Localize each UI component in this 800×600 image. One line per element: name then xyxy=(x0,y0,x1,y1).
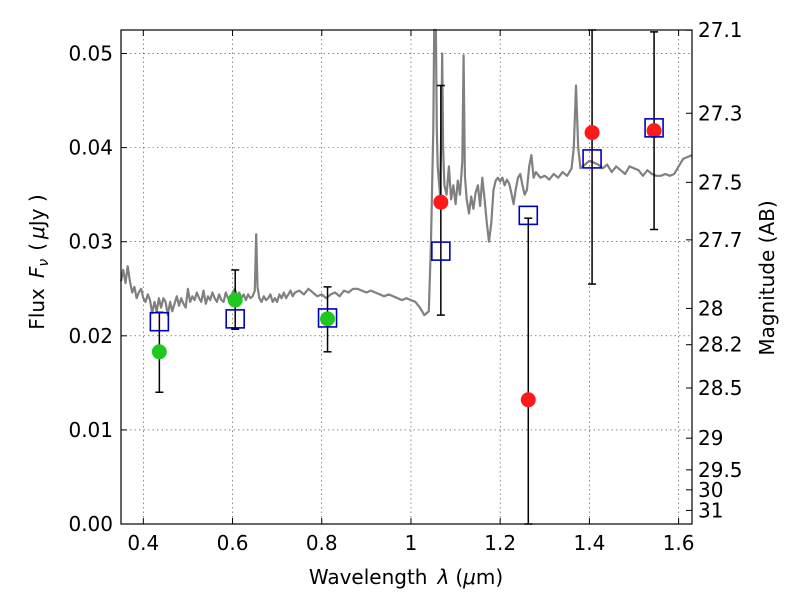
y2-tick-label: 27.5 xyxy=(698,170,743,194)
x-tick-label: 0.6 xyxy=(217,531,249,555)
x-tick-label: 0.8 xyxy=(306,531,338,555)
y2-tick-label: 28.2 xyxy=(698,333,743,357)
y2-tick-label: 31 xyxy=(698,498,723,522)
y-tick-label: 0.01 xyxy=(68,418,113,442)
y2-tick-label: 27.7 xyxy=(698,228,743,252)
y-tick-label: 0.04 xyxy=(68,136,113,160)
y-tick-label: 0.03 xyxy=(68,230,113,254)
y2-tick-label: 29.5 xyxy=(698,458,743,482)
x-tick-label: 1.6 xyxy=(663,531,695,555)
data-point-red xyxy=(584,125,600,141)
x-tick-label: 1 xyxy=(405,531,418,555)
data-point-red xyxy=(646,123,662,139)
model-square xyxy=(149,311,170,332)
spectrum-line xyxy=(119,28,693,317)
data-point-green xyxy=(151,344,167,360)
error-bar xyxy=(524,217,533,525)
model-square xyxy=(225,309,245,329)
data-point-green xyxy=(227,292,243,308)
series-layer xyxy=(119,28,693,525)
plot-frame xyxy=(120,29,693,525)
y2-tick-label: 27.1 xyxy=(698,18,743,42)
y2-tick-label: 28.5 xyxy=(698,376,743,400)
y2-tick-label: 27.3 xyxy=(698,101,743,125)
y-axis-label: FluxFν(μJy ) xyxy=(25,194,52,329)
model-square xyxy=(518,205,539,226)
y-tick-label: 0.02 xyxy=(68,324,113,348)
data-point-red xyxy=(433,194,449,210)
x-tick-label: 0.4 xyxy=(127,531,159,555)
x-axis-label: Wavelength λ (μm) xyxy=(309,565,503,589)
model-square xyxy=(317,308,338,328)
y2-tick-label: 30 xyxy=(698,478,723,502)
tick-layer: 0.4 0.6 0.8 1 1.2 1.4 1.6 0.00 0.01 0.02 0.03 0.04 0… xyxy=(68,18,742,555)
data-point-red xyxy=(520,392,536,408)
model-square xyxy=(644,118,664,138)
y-tick-label: 0.05 xyxy=(68,42,113,66)
model-square xyxy=(582,149,602,169)
model-square xyxy=(431,241,451,261)
grid-layer xyxy=(121,30,692,525)
y2-tick-label: 28 xyxy=(698,296,723,320)
data-point-green xyxy=(320,311,336,327)
y2-tick-label: 29 xyxy=(698,426,723,450)
x-tick-label: 1.4 xyxy=(573,531,605,555)
y2-axis-label: Magnitude (AB) xyxy=(755,200,779,355)
x-tick-label: 1.2 xyxy=(484,531,516,555)
y-tick-label: 0.00 xyxy=(68,512,113,536)
